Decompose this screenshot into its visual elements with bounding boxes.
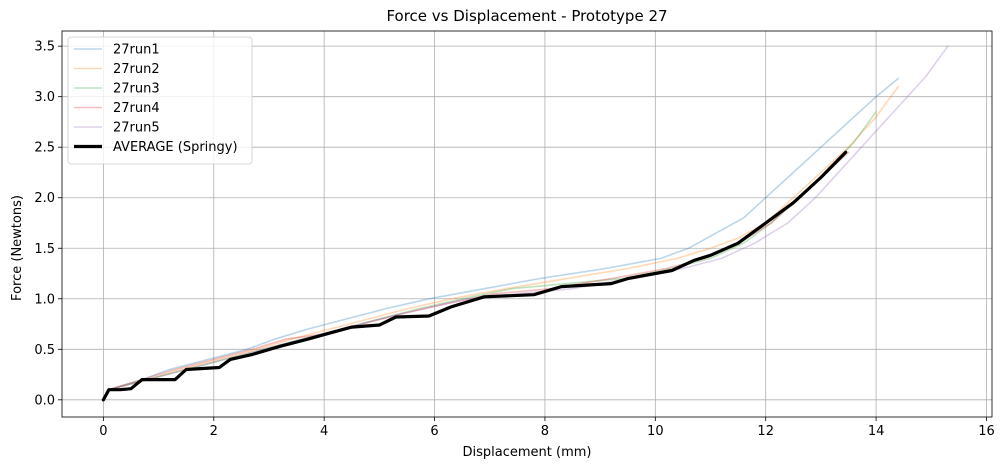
legend-box <box>67 36 253 165</box>
x-tick-label: 8 <box>541 424 549 439</box>
grid <box>62 31 992 417</box>
chart-title: Force vs Displacement - Prototype 27 <box>386 7 667 25</box>
series-line-27run1 <box>102 77 899 401</box>
x-axis-label: Displacement (mm) <box>463 445 592 460</box>
y-tick-label: 0.5 <box>34 343 55 358</box>
x-tick-label: 2 <box>210 424 218 439</box>
plot-frame <box>61 30 993 418</box>
x-tick-label: 14 <box>868 424 885 439</box>
legend-entry: 27run4 <box>113 101 160 116</box>
y-tick-label: 2.0 <box>34 191 55 206</box>
x-tick-label: 16 <box>978 424 995 439</box>
series-lines <box>101 45 949 402</box>
y-axis-label: Force (Newtons) <box>10 195 25 301</box>
series-line-27run2 <box>102 85 899 401</box>
series-line-average-springy <box>101 150 848 402</box>
y-tick-label: 1.0 <box>34 292 55 307</box>
y-tick-label: 3.5 <box>34 40 55 55</box>
y-tick-label: 3.0 <box>34 90 55 105</box>
x-tick-label: 4 <box>320 424 328 439</box>
y-tick-label: 2.5 <box>34 141 55 156</box>
legend-entry: 27run2 <box>113 62 160 77</box>
x-tick-label: 0 <box>99 424 107 439</box>
legend-entry: AVERAGE (Springy) <box>113 140 238 155</box>
legend-entry: 27run1 <box>113 43 160 58</box>
x-tick-label: 12 <box>757 424 774 439</box>
ticks: 0 2 4 6 8 10 12 14 16 0.0 0.5 1.0 1.5 2.0 2.5 3.0 3.5 <box>34 40 994 439</box>
x-tick-label: 6 <box>430 424 438 439</box>
y-tick-label: 0.0 <box>34 393 55 408</box>
y-tick-label: 1.5 <box>34 242 55 257</box>
legend: 27run1 27run2 27run3 27run4 27run5 AVERAGE (S… <box>67 36 253 165</box>
legend-entry: 27run3 <box>113 82 160 97</box>
x-tick-label: 10 <box>647 424 664 439</box>
legend-entry: 27run5 <box>113 121 160 136</box>
series-line-27run4 <box>102 151 850 401</box>
